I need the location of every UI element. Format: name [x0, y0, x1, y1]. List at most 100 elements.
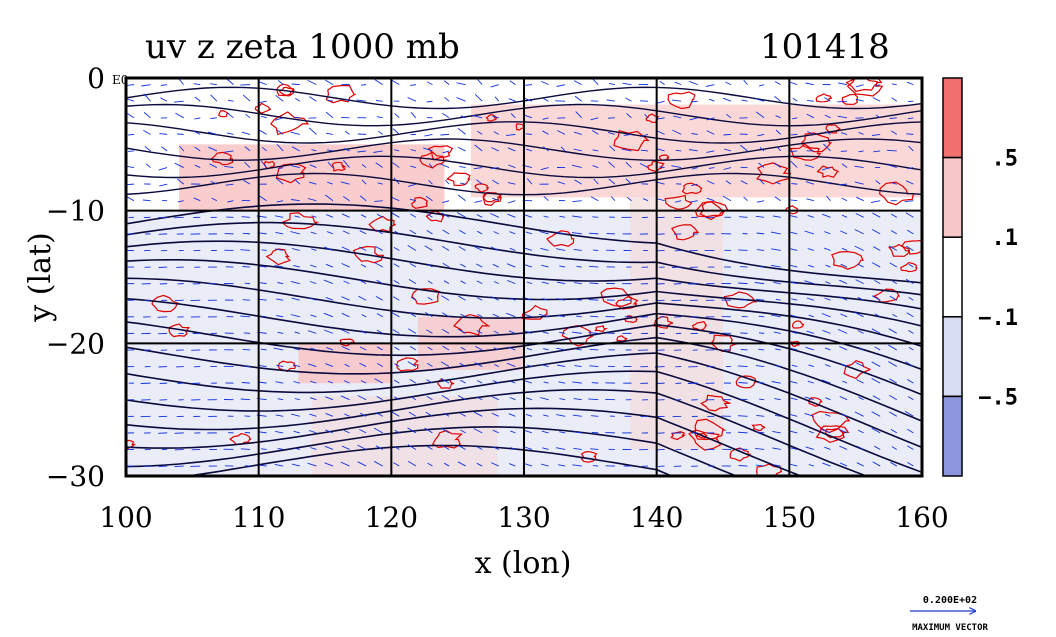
wind-vector: [294, 215, 300, 218]
wind-vector: [341, 262, 350, 268]
wind-vector: [410, 213, 417, 218]
wind-vector: [359, 428, 367, 434]
x-tick-label: 140: [630, 501, 683, 534]
wind-vector: [858, 131, 864, 135]
zeta-contour: [791, 320, 805, 329]
wind-vector: [774, 162, 781, 168]
wind-vector: [805, 446, 815, 450]
wind-vector: [476, 280, 483, 285]
wind-vector: [541, 430, 549, 434]
colorbar-tick-label: −.5: [978, 385, 1018, 410]
wind-vector: [559, 431, 566, 434]
wind-vector: [441, 395, 450, 401]
wind-vector: [776, 146, 782, 152]
wind-vector: [792, 117, 798, 120]
zeta-contour: [811, 410, 851, 434]
wind-vector: [806, 113, 815, 119]
wind-vector: [160, 97, 168, 102]
wind-vector: [458, 295, 466, 301]
wind-vector: [621, 148, 632, 152]
x-tick-label: 120: [365, 501, 418, 534]
wind-vector: [592, 149, 599, 152]
wind-vector: [309, 96, 317, 102]
y-tick-label: −30: [46, 460, 105, 493]
wind-vector: [506, 312, 516, 318]
wind-vector: [804, 396, 815, 401]
wind-vector: [443, 412, 450, 417]
wind-vector: [259, 195, 267, 202]
wind-vector: [559, 331, 566, 334]
wind-vector: [475, 263, 483, 268]
wind-vector: [490, 246, 499, 251]
wind-vector: [194, 117, 201, 120]
wind-vector: [241, 216, 251, 218]
wind-vector: [708, 98, 715, 102]
zeta-contour: [278, 86, 294, 96]
zeta-contour: [751, 424, 766, 432]
wind-vector: [426, 100, 433, 103]
wind-vector: [508, 346, 516, 351]
wind-vector: [278, 80, 284, 85]
wind-vector: [792, 331, 798, 334]
wind-vector: [410, 149, 416, 152]
wind-vector: [572, 215, 582, 218]
wind-vector: [589, 365, 599, 367]
wind-vector: [758, 315, 765, 318]
wind-vector: [325, 194, 334, 202]
wind-vector: [391, 196, 400, 202]
wind-vector: [460, 346, 466, 351]
wind-vector: [855, 84, 864, 88]
wind-vector: [290, 199, 300, 202]
wind-vector: [444, 80, 450, 85]
wind-vector: [426, 230, 433, 235]
wind-vector: [509, 231, 516, 235]
wind-vector: [840, 363, 848, 367]
wind-vector: [589, 348, 599, 351]
wind-vector: [493, 281, 499, 285]
wind-vector: [889, 295, 898, 301]
wind-vector: [360, 214, 367, 218]
wind-vector: [555, 447, 566, 450]
wind-vector: [539, 397, 549, 401]
wind-vector: [823, 143, 831, 152]
wind-vector: [808, 264, 815, 268]
wind-vector: [457, 146, 466, 152]
wind-vector: [359, 362, 367, 367]
wind-vector: [738, 282, 748, 285]
wind-vector: [426, 395, 433, 401]
wind-vector: [507, 279, 516, 285]
wind-vector: [573, 80, 582, 86]
wind-vector: [571, 164, 582, 168]
wind-vector: [755, 365, 765, 367]
wind-vector: [840, 413, 848, 417]
wind-vector: [492, 446, 499, 450]
wind-vector: [825, 181, 831, 185]
wind-vector: [408, 411, 417, 417]
zeta-contour: [801, 132, 833, 153]
wind-vector: [211, 197, 218, 202]
wind-vector: [839, 279, 848, 285]
wind-vector: [473, 245, 483, 251]
wind-vector: [774, 81, 781, 86]
wind-vector: [891, 446, 898, 450]
wind-vector: [525, 133, 533, 135]
chart-timestamp: 101418: [760, 27, 890, 67]
wind-vector: [341, 312, 350, 318]
wind-vector: [706, 117, 715, 121]
wind-vector: [227, 99, 234, 102]
zeta-contour: [427, 145, 454, 161]
wind-vector: [290, 280, 300, 285]
wind-vector: [261, 448, 267, 450]
wind-vector: [394, 429, 400, 434]
x-tick-label: 130: [497, 501, 550, 534]
wind-vector: [888, 245, 898, 251]
wind-vector: [491, 396, 499, 401]
wind-vector: [327, 149, 334, 152]
wind-vector: [460, 313, 466, 318]
wind-vector: [491, 462, 499, 467]
wind-vector: [341, 445, 350, 450]
wind-vector: [258, 464, 267, 467]
wind-vector: [556, 347, 566, 351]
wind-vector: [491, 197, 499, 202]
wind-vector: [208, 146, 218, 152]
